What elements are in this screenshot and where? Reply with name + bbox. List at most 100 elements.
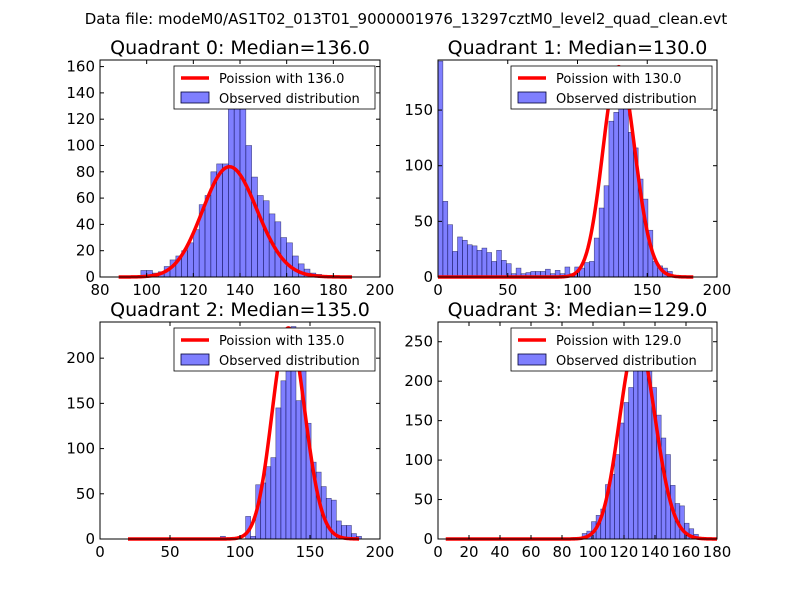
chart-1-bar-10 (486, 252, 493, 278)
chart-1-bar-33 (598, 207, 605, 278)
chart-1-ytick-label-1: 50 (414, 212, 433, 230)
chart-0-ytick-label-1: 20 (76, 242, 95, 260)
chart-1-title: Quadrant 1: Median=130.0 (448, 37, 708, 59)
chart-0-bar-13 (216, 163, 223, 278)
chart-1-bar-34 (603, 185, 610, 278)
chart-2-legend-hist-label: Observed distribution (219, 354, 360, 369)
chart-0-xtick-label-2: 120 (179, 281, 208, 299)
chart-0-ytick-label-4: 80 (76, 163, 95, 181)
chart-3-xtick-label-1: 20 (459, 543, 478, 561)
chart-1-ytick-label-2: 100 (404, 157, 433, 175)
chart-1-xtick-label-4: 200 (703, 281, 732, 299)
chart-3-title: Quadrant 3: Median=129.0 (448, 299, 708, 321)
chart-3-xtick-label-4: 80 (552, 543, 571, 561)
chart-2-legend-curve-label: Poission with 135.0 (219, 334, 344, 349)
chart-3-bar-8 (614, 454, 620, 540)
chart-3-xtick-label-6: 120 (610, 543, 639, 561)
chart-3-bar-9 (619, 422, 625, 540)
chart-2-xtick-label-2: 100 (226, 543, 255, 561)
chart-2-ytick-label-0: 0 (85, 530, 95, 548)
chart-1-bar-13 (501, 260, 507, 278)
chart-3-ytick-label-1: 50 (414, 491, 433, 509)
chart-0-xtick-label-4: 160 (272, 281, 301, 299)
chart-1-xtick-label-3: 150 (633, 281, 662, 299)
chart-0-bar-18 (245, 145, 252, 278)
chart-1-ytick-label-3: 150 (404, 101, 433, 119)
chart-1-legend-hist-swatch (517, 91, 547, 104)
chart-1: 0 50 100 150 200 0 50 100 150 Quadrant 1: Median=… (404, 37, 731, 299)
chart-1-bar-8 (476, 249, 483, 278)
chart-0-xtick-label-3: 140 (226, 281, 255, 299)
chart-0-bar-19 (251, 176, 258, 278)
chart-0-bar-17 (239, 104, 247, 278)
chart-3-ytick-label-2: 100 (404, 451, 433, 469)
chart-1-bar-5 (462, 239, 468, 278)
chart-1-bar-6 (466, 244, 473, 278)
chart-0-ytick-label-6: 120 (66, 110, 95, 128)
chart-2: 0 50 100 150 200 0 50 100 150 200 Quadrant 2: Medi… (66, 299, 394, 561)
chart-2-xtick-label-0: 0 (95, 543, 105, 561)
chart-2-ytick-label-1: 50 (76, 485, 95, 503)
chart-2-bar-17 (325, 498, 332, 540)
chart-0-legend-hist-swatch (180, 91, 210, 104)
chart-0-bar-26 (292, 255, 299, 278)
chart-2-xtick-label-3: 150 (296, 543, 325, 561)
chart-1-ytick-label-0: 0 (423, 268, 433, 286)
chart-1-xtick-label-1: 50 (498, 281, 517, 299)
chart-1-bar-39 (628, 132, 634, 278)
chart-2-legend-hist-swatch (180, 353, 210, 366)
chart-3-legend-curve-label: Poission with 129.0 (556, 334, 681, 349)
chart-3-bar-22 (679, 505, 685, 540)
chart-3-xtick-label-0: 0 (433, 543, 443, 561)
chart-0-xtick-label-0: 80 (90, 281, 109, 299)
chart-0-bar-14 (222, 163, 229, 278)
chart-1-legend-hist-label: Observed distribution (556, 92, 697, 107)
chart-3-xtick-label-3: 60 (521, 543, 540, 561)
chart-0-bar-8 (187, 242, 194, 278)
chart-2-bar-5 (265, 466, 272, 540)
chart-0-ytick-label-0: 0 (85, 268, 95, 286)
chart-1-bar-1 (442, 201, 449, 278)
chart-2-xtick-label-1: 50 (160, 543, 179, 561)
chart-3-bar-12 (632, 358, 639, 540)
chart-1-bar-14 (506, 263, 512, 278)
chart-1-bar-9 (481, 247, 488, 278)
chart-1-bar-2 (447, 224, 453, 278)
chart-0-bar-9 (193, 229, 200, 278)
chart-3-xtick-label-7: 140 (641, 543, 670, 561)
chart-3-legend-hist-label: Observed distribution (556, 354, 697, 369)
chart-3-frame (437, 321, 718, 540)
chart-1-bar-35 (608, 120, 615, 278)
chart-1-bar-0 (437, 60, 444, 278)
chart-1-bar-36 (613, 112, 619, 278)
chart-0-bar-25 (286, 242, 293, 278)
chart-0-ytick-label-8: 160 (66, 58, 95, 76)
figure-suptitle: Data file: modeM0/AS1T02_013T01_90000019… (85, 10, 728, 29)
chart-3-ytick-label-0: 0 (423, 530, 433, 548)
chart-3-xtick-label-8: 160 (672, 543, 701, 561)
chart-0-legend-curve-label: Poission with 136.0 (219, 72, 344, 87)
chart-1-bar-38 (623, 95, 629, 278)
chart-0-ytick-label-3: 60 (76, 189, 95, 207)
chart-1-bar-3 (452, 251, 458, 278)
chart-1-bar-30 (584, 262, 590, 278)
chart-1-bar-12 (496, 249, 502, 278)
chart-0-ytick-label-7: 140 (66, 84, 95, 102)
chart-0-xtick-label-5: 180 (319, 281, 348, 299)
chart-3-ytick-label-4: 200 (404, 372, 433, 390)
chart-0-legend-hist-label: Observed distribution (219, 92, 360, 107)
chart-3-ytick-label-5: 250 (404, 333, 433, 351)
chart-2-bar-11 (295, 400, 302, 540)
chart-2-bar-7 (275, 407, 282, 540)
chart-0-bar-11 (204, 195, 212, 278)
chart-2-bar-9 (285, 359, 292, 540)
chart-3-bar-10 (623, 402, 629, 540)
chart-0-bar-15 (228, 92, 235, 278)
chart-1-legend-curve-label: Poission with 130.0 (556, 72, 681, 87)
chart-0-poisson-curve (117, 164, 353, 279)
chart-2-xtick-label-4: 200 (366, 543, 395, 561)
chart-2-bar-6 (270, 457, 277, 540)
chart-3-legend-hist-swatch (517, 353, 547, 366)
chart-2-ytick-label-3: 150 (66, 394, 95, 412)
